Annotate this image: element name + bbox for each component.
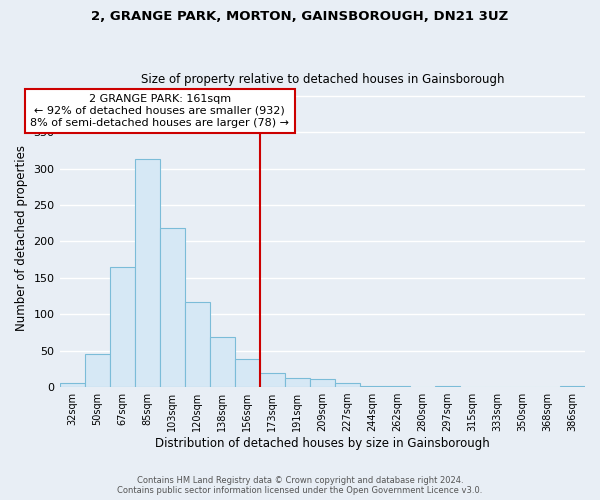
Bar [260, 373, 285, 387]
Bar [235, 358, 260, 387]
Bar [560, 386, 585, 387]
Bar [209, 337, 235, 387]
Bar [310, 379, 335, 387]
X-axis label: Distribution of detached houses by size in Gainsborough: Distribution of detached houses by size … [155, 437, 490, 450]
Bar [435, 386, 460, 387]
Y-axis label: Number of detached properties: Number of detached properties [15, 145, 28, 331]
Title: Size of property relative to detached houses in Gainsborough: Size of property relative to detached ho… [140, 73, 504, 86]
Text: 2, GRANGE PARK, MORTON, GAINSBOROUGH, DN21 3UZ: 2, GRANGE PARK, MORTON, GAINSBOROUGH, DN… [91, 10, 509, 23]
Bar [335, 384, 360, 387]
Bar [385, 386, 410, 387]
Bar [160, 228, 185, 387]
Bar [110, 267, 134, 387]
Bar [285, 378, 310, 387]
Text: Contains HM Land Registry data © Crown copyright and database right 2024.
Contai: Contains HM Land Registry data © Crown c… [118, 476, 482, 495]
Bar [59, 384, 85, 387]
Bar [185, 302, 209, 387]
Text: 2 GRANGE PARK: 161sqm
← 92% of detached houses are smaller (932)
8% of semi-deta: 2 GRANGE PARK: 161sqm ← 92% of detached … [30, 94, 289, 128]
Bar [134, 159, 160, 387]
Bar [85, 354, 110, 387]
Bar [360, 386, 385, 387]
